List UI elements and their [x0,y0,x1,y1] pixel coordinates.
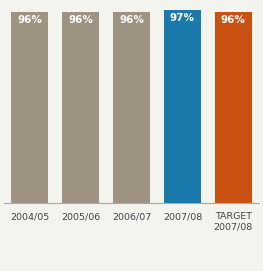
Text: 96%: 96% [17,15,42,25]
Bar [113,12,150,203]
Bar [215,12,252,203]
Text: 97%: 97% [170,13,195,23]
Text: 96%: 96% [119,15,144,25]
Text: 96%: 96% [221,15,246,25]
Bar [164,10,201,203]
Bar [62,12,99,203]
Bar [11,12,48,203]
Text: 96%: 96% [68,15,93,25]
